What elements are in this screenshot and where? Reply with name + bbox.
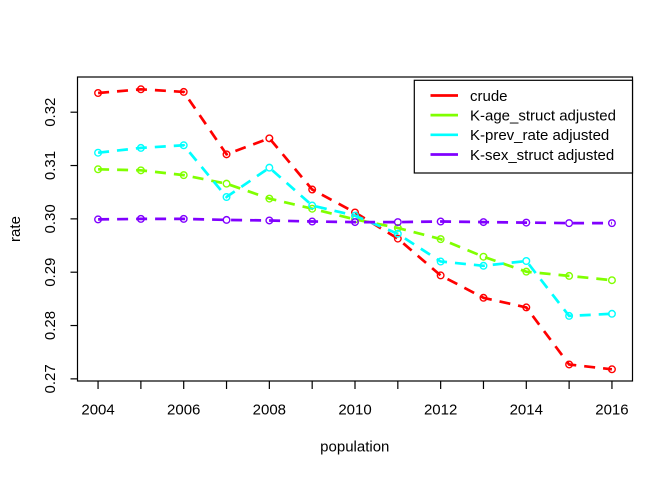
series-line-k-sex-struct-adjusted	[98, 217, 612, 225]
series-marker	[136, 85, 145, 94]
x-tick-label: 2004	[81, 402, 114, 419]
series-line-k-age-struct-adjusted	[98, 167, 613, 282]
series-marker	[222, 179, 231, 188]
x-tick-label: 2012	[424, 402, 457, 419]
x-axis-title: population	[320, 439, 389, 456]
series-line-crude	[97, 87, 613, 371]
series-marker	[479, 252, 488, 261]
legend-label: K-age_struct adjusted	[470, 107, 616, 124]
series-marker	[308, 185, 317, 194]
series-marker	[436, 271, 445, 280]
series-marker	[607, 219, 616, 228]
series-marker	[565, 311, 574, 320]
series-marker	[479, 293, 488, 302]
series-marker	[179, 141, 188, 150]
series-marker	[393, 218, 402, 227]
x-tick-label: 2008	[253, 402, 286, 419]
series-marker	[136, 143, 145, 152]
series-marker	[607, 365, 616, 374]
series-marker	[436, 235, 445, 244]
series-marker	[222, 215, 231, 224]
series-marker	[265, 194, 274, 203]
y-tick-label: 0.31	[42, 151, 59, 180]
legend-label: K-sex_struct adjusted	[470, 147, 614, 164]
series-marker	[265, 134, 274, 143]
series-marker	[436, 217, 445, 226]
series-marker	[351, 218, 360, 227]
series-marker	[179, 87, 188, 96]
series-line-k-prev-rate-adjusted	[97, 143, 612, 318]
x-tick-label: 2016	[595, 402, 628, 419]
series-marker	[522, 257, 531, 266]
legend-label: crude	[470, 88, 508, 105]
series-marker	[436, 257, 445, 266]
series-marker	[607, 309, 616, 318]
series-marker	[94, 215, 103, 224]
series-marker	[308, 201, 317, 210]
series-marker	[393, 229, 402, 238]
x-tick-label: 2014	[510, 402, 543, 419]
x-tick-label: 2006	[167, 402, 200, 419]
legend-label: K-prev_rate adjusted	[470, 127, 609, 144]
y-tick-label: 0.27	[42, 364, 59, 393]
series-marker	[607, 276, 616, 285]
series-marker	[308, 204, 317, 213]
series-marker	[222, 192, 231, 201]
series-marker	[565, 360, 574, 369]
series-marker	[222, 150, 231, 159]
y-tick-label: 0.28	[42, 311, 59, 340]
series-marker	[94, 148, 103, 157]
y-tick-label: 0.32	[42, 98, 59, 127]
series-marker	[265, 216, 274, 225]
y-tick-label: 0.30	[42, 204, 59, 233]
series-marker	[94, 165, 103, 174]
series-marker	[265, 163, 274, 172]
plot-area: 2004 2006 2008 2010 2012 2014 2016 0.27 0.28 0.29…	[42, 76, 634, 419]
series-marker	[393, 223, 402, 232]
series-marker	[479, 218, 488, 227]
series-marker	[522, 303, 531, 312]
y-axis-title: rate	[7, 216, 24, 242]
legend: crude K-age_struct adjusted K-prev_rate ad…	[413, 79, 634, 174]
series-marker	[179, 171, 188, 180]
series-marker	[522, 218, 531, 227]
series-marker	[136, 166, 145, 175]
series-marker	[393, 234, 402, 243]
series-marker	[179, 214, 188, 223]
series-marker	[522, 267, 531, 276]
series-marker	[565, 271, 574, 280]
series-marker	[94, 88, 103, 97]
x-tick-label: 2010	[338, 402, 371, 419]
y-tick-label: 0.29	[42, 258, 59, 287]
series-marker	[136, 214, 145, 223]
series-marker	[565, 219, 574, 228]
series-marker	[308, 217, 317, 226]
series-marker	[479, 261, 488, 270]
